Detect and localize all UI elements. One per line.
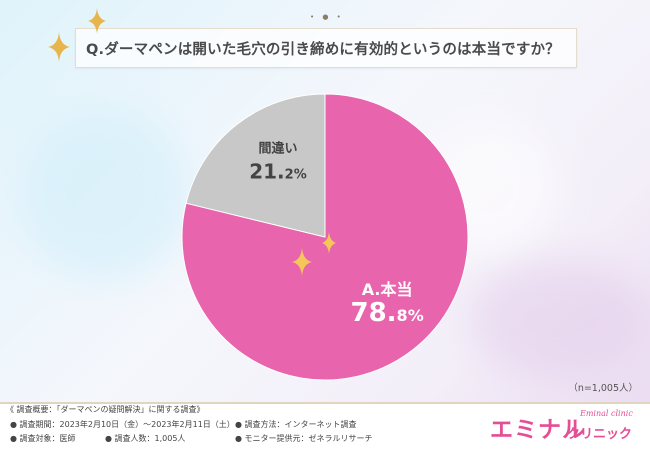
sparkle-icon bbox=[292, 248, 312, 276]
pie-slice-no bbox=[185, 93, 326, 238]
decor-dots: • ● • bbox=[310, 13, 344, 21]
bg-blob bbox=[20, 110, 190, 280]
sparkle-icon bbox=[322, 232, 336, 254]
slice-label-name: 間違い bbox=[258, 141, 297, 157]
sample-size-note: （n=1,005人） bbox=[568, 383, 638, 394]
survey-count: ● 調査人数：1,005人 bbox=[105, 434, 186, 443]
logo-script: Eminal clinic bbox=[580, 409, 633, 418]
logo: エミナル bbox=[490, 417, 586, 443]
survey-method: ● 調査方法：インターネット調査 bbox=[235, 420, 357, 429]
slice-label-name: A.本当 bbox=[362, 280, 413, 299]
sparkle-icon bbox=[48, 32, 70, 62]
survey-target: ● 調査対象：医師 bbox=[10, 434, 76, 443]
logo-sub: クリニック bbox=[567, 427, 633, 442]
sparkle-icon bbox=[88, 8, 106, 34]
bg-blob bbox=[470, 260, 650, 380]
question-text: Q.ダーマペンは開いた毛穴の引き締めに有効的というのは本当ですか？ bbox=[86, 41, 560, 58]
slice-label-percent: 78.8% bbox=[350, 298, 423, 328]
slice-label-percent: 21.2% bbox=[249, 160, 307, 184]
survey-overview: 《 調査概要：「ダーマペンの疑問解決」に関する調査》 bbox=[6, 405, 205, 414]
survey-provider: ● モニター提供元：ゼネラルリサーチ bbox=[235, 434, 373, 443]
survey-period: ● 調査期間：2023年2月10日（金）〜2023年2月11日（土） bbox=[10, 420, 235, 429]
footer bbox=[0, 402, 650, 450]
question-banner: Q.ダーマペンは開いた毛穴の引き締めに有効的というのは本当ですか？ bbox=[75, 28, 577, 68]
